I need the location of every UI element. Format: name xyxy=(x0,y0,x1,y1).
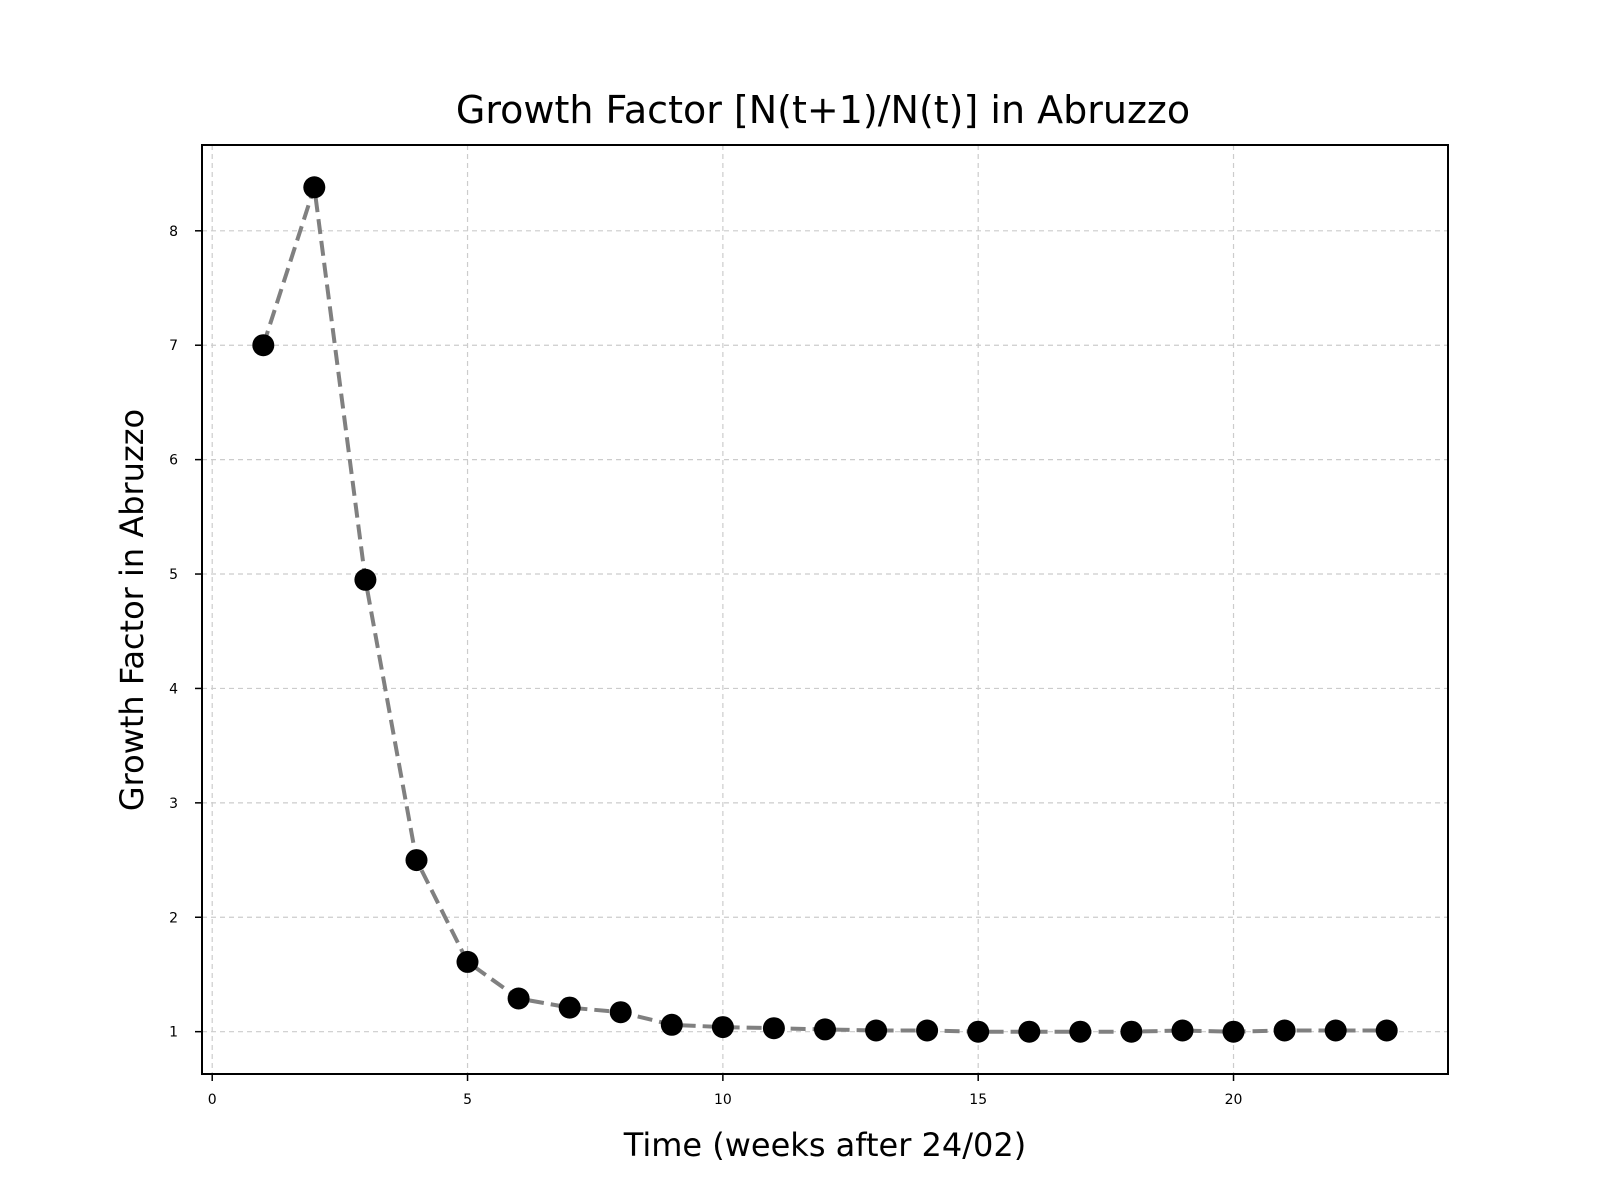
data-point xyxy=(252,334,275,357)
plot-frame xyxy=(201,144,1449,1075)
y-tick-label: 7 xyxy=(169,338,178,354)
data-point xyxy=(865,1019,888,1042)
data-point xyxy=(609,1001,632,1024)
series-layer xyxy=(252,176,1398,1043)
y-axis-label: Growth Factor in Abruzzo xyxy=(113,409,151,811)
x-tick-label: 5 xyxy=(463,1092,472,1108)
data-point xyxy=(967,1020,990,1043)
y-tick-label: 4 xyxy=(169,681,178,697)
chart-title: Growth Factor [N(t+1)/N(t)] in Abruzzo xyxy=(456,88,1190,132)
data-point xyxy=(711,1016,734,1039)
data-point xyxy=(660,1013,683,1036)
data-point xyxy=(814,1018,836,1041)
x-tick-label: 0 xyxy=(208,1092,217,1108)
data-point xyxy=(1375,1019,1398,1042)
data-point xyxy=(1222,1020,1245,1043)
grid xyxy=(202,145,1448,1074)
data-point xyxy=(456,950,479,973)
data-point xyxy=(558,996,581,1019)
data-point xyxy=(1273,1019,1296,1042)
data-point xyxy=(507,987,530,1010)
y-tick-label: 1 xyxy=(169,1025,178,1041)
axis-ticks: 0 5 10 15 20 1 2 3 4 5 6 7 8 xyxy=(169,224,1242,1108)
data-point xyxy=(762,1017,785,1040)
y-tick-label: 5 xyxy=(169,567,178,583)
x-tick-label: 10 xyxy=(714,1092,732,1108)
data-point xyxy=(1120,1020,1143,1043)
x-tick-label: 15 xyxy=(969,1092,987,1108)
series-line xyxy=(261,186,1387,1034)
data-point xyxy=(1069,1020,1092,1043)
x-axis-label: Time (weeks after 24/02) xyxy=(623,1126,1026,1164)
y-tick-label: 2 xyxy=(169,910,178,926)
data-point xyxy=(354,568,377,591)
data-point xyxy=(1171,1019,1194,1042)
y-tick-label: 8 xyxy=(169,224,178,240)
data-point xyxy=(405,849,428,872)
x-tick-label: 20 xyxy=(1225,1092,1243,1108)
data-point xyxy=(916,1019,939,1042)
data-point xyxy=(303,176,326,199)
data-point xyxy=(1018,1020,1041,1043)
data-point xyxy=(1324,1019,1347,1042)
y-tick-label: 3 xyxy=(169,796,178,812)
y-tick-label: 6 xyxy=(169,453,178,469)
